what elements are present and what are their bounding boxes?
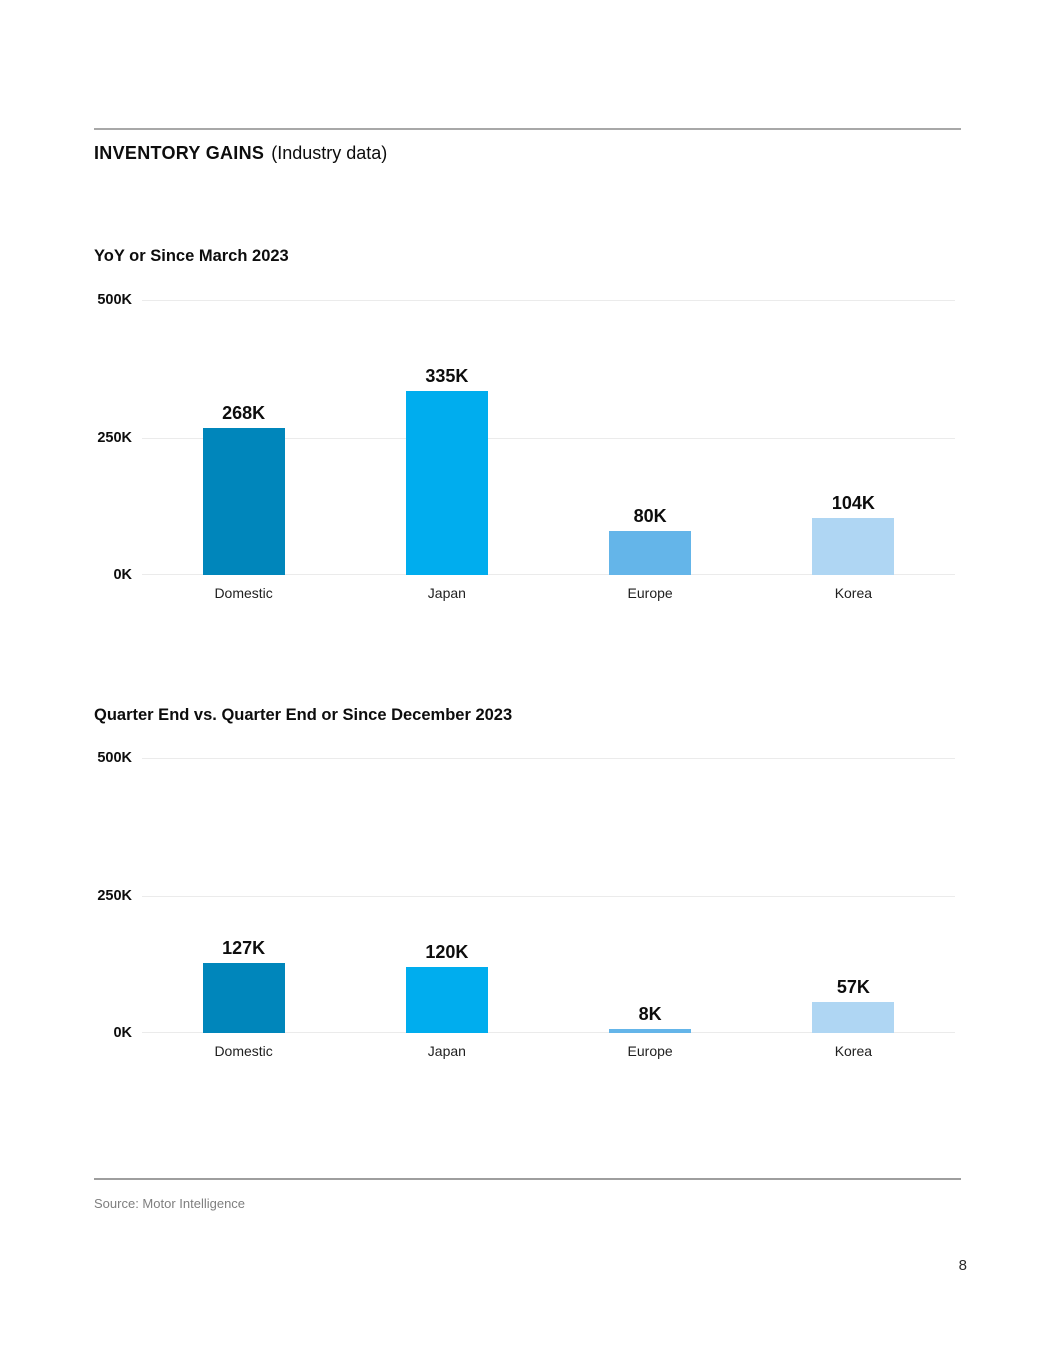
y-axis-tick-label: 500K: [97, 750, 132, 766]
category-label-europe: Europe: [627, 1043, 673, 1059]
value-label-japan: 120K: [425, 942, 469, 962]
bar-europe: [609, 531, 692, 575]
chart2-quarter-end-inventory-gains: 127K 120K 8K 57K 500K 250K 0K Domestic Japan Eur…: [94, 750, 961, 1070]
category-label-domestic: Domestic: [214, 585, 273, 601]
page-title-sub: (Industry data): [271, 143, 388, 163]
gridline: [142, 758, 955, 759]
value-label-europe: 8K: [638, 1003, 662, 1024]
category-label-korea: Korea: [834, 1043, 873, 1059]
gridline: [142, 300, 955, 301]
y-axis-tick-label: 250K: [97, 429, 132, 446]
chart1-heading: YoY or Since March 2023: [94, 247, 289, 265]
value-label-korea: 104K: [831, 492, 875, 513]
y-axis-tick-label: 500K: [97, 292, 132, 308]
category-label-domestic: Domestic: [214, 1043, 273, 1059]
bar-domestic: [202, 427, 285, 575]
gridline: [142, 895, 955, 897]
category-label-europe: Europe: [627, 585, 673, 601]
bar-japan: [405, 967, 488, 1033]
category-label-korea: Korea: [834, 585, 873, 601]
category-label-japan: Japan: [427, 585, 466, 601]
chart1-yoy-inventory-gains: 268K 335K 80K 104K 500K 250K 0K Domestic Japan E…: [94, 292, 961, 612]
source-note: Source: Motor Intelligence: [94, 1196, 246, 1211]
chart1-plot-area: 268K 335K 80K 104K: [142, 300, 955, 575]
page-title-main: INVENTORY GAINS: [94, 143, 265, 163]
bar-korea: [812, 517, 895, 575]
chart2-plot-area: 127K 120K 8K 57K: [142, 758, 955, 1033]
value-label-japan: 335K: [425, 365, 469, 386]
gridline: [142, 437, 955, 439]
y-axis-tick-label: 0K: [113, 567, 132, 583]
y-axis-tick-label: 0K: [113, 1025, 132, 1041]
value-label-domestic: 268K: [222, 402, 266, 423]
value-label-domestic: 127K: [222, 938, 266, 959]
page-number: 8: [958, 1257, 967, 1274]
y-axis-tick-label: 250K: [97, 887, 132, 904]
bottom-divider: [94, 1178, 961, 1180]
bar-domestic: [202, 963, 285, 1033]
gridline: [142, 1032, 955, 1033]
bar-korea: [812, 1001, 895, 1033]
page-title: INVENTORY GAINS (Industry data): [94, 142, 387, 164]
bar-europe: [609, 1028, 692, 1033]
value-label-europe: 80K: [633, 506, 667, 526]
value-label-korea: 57K: [836, 976, 870, 997]
top-divider: [94, 128, 961, 130]
gridline: [142, 574, 955, 575]
category-label-japan: Japan: [427, 1043, 466, 1059]
bar-japan: [405, 390, 488, 575]
chart2-heading: Quarter End vs. Quarter End or Since Dec…: [94, 706, 513, 724]
